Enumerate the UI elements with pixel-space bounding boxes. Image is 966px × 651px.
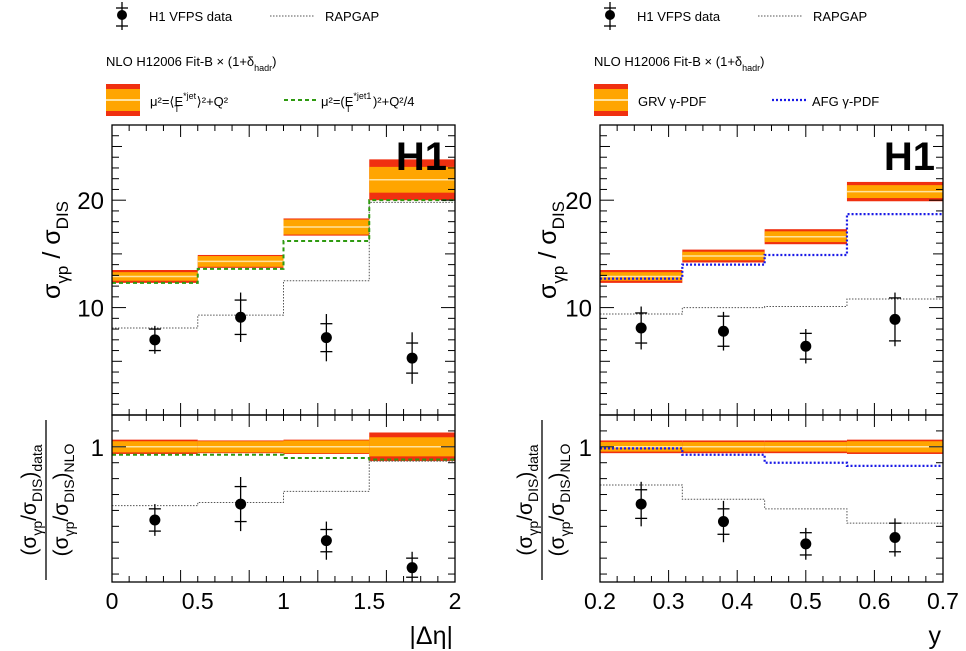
legend-nlo-title: NLO H12006 Fit-B × (1+δhadr) xyxy=(106,54,277,73)
legend: H1 VFPS data RAPGAP NLO H12006 Fit-B × (1+… xyxy=(594,2,879,116)
legend: H1 VFPS data RAPGAP NLO H12006 Fit-B × (1+… xyxy=(106,2,414,116)
alt-scale-line xyxy=(112,199,455,284)
x-tick-label: 0.2 xyxy=(584,588,616,614)
rapgap-line xyxy=(600,484,943,524)
chart-panel-left: H1 VFPS data RAPGAP NLO H12006 Fit-B × (1+… xyxy=(18,2,461,650)
ratio-numerator: (σγp/σDIS)data xyxy=(18,444,45,555)
x-tick-label: 0.6 xyxy=(858,588,890,614)
ratio-plot: 1 xyxy=(579,414,944,583)
ratio-y-axis-label: (σγp/σDIS)data(σγp/σDIS)NLO xyxy=(514,420,573,580)
x-tick-label: 0.5 xyxy=(790,588,822,614)
data-point xyxy=(149,514,161,526)
y-tick-label: 1 xyxy=(579,435,592,462)
y-tick-label: 20 xyxy=(565,188,592,215)
legend-data-marker xyxy=(117,10,127,20)
afg-line xyxy=(600,213,943,280)
plot-area xyxy=(112,432,455,582)
data-point xyxy=(320,535,332,547)
plot-area xyxy=(112,159,455,384)
ratio-numerator: (σγp/σDIS)data xyxy=(514,444,541,555)
data-point xyxy=(889,531,901,543)
plot-area xyxy=(600,181,943,364)
chart-panel-right: H1 VFPS data RAPGAP NLO H12006 Fit-B × (1+… xyxy=(514,2,959,650)
ratio-plot: 1 xyxy=(91,414,456,583)
data-point xyxy=(235,311,247,323)
x-tick-label: 0.5 xyxy=(182,588,214,614)
x-tick-label: 0.7 xyxy=(927,588,959,614)
legend-data-marker xyxy=(605,10,615,20)
x-tick-label: 2 xyxy=(449,588,462,614)
y-tick-label: 20 xyxy=(77,188,104,215)
legend-band-label: GRV γ-PDF xyxy=(638,94,706,109)
x-tick-label: 0 xyxy=(106,588,119,614)
legend-band-label: μ²=⟨E*jet T ⟩²+Q² xyxy=(150,91,229,114)
data-point xyxy=(800,538,812,550)
h1-logo: H1 xyxy=(884,135,935,179)
rapgap-line xyxy=(600,298,943,315)
afg-line xyxy=(600,447,943,467)
legend-data-label: H1 VFPS data xyxy=(149,9,233,24)
data-point xyxy=(235,498,247,510)
rapgap-line xyxy=(112,460,455,507)
legend-data-label: H1 VFPS data xyxy=(637,9,721,24)
x-tick-label: 0.4 xyxy=(721,588,753,614)
y-axis-label: σγp / σDIS xyxy=(38,201,72,299)
data-point xyxy=(149,334,161,346)
x-tick-label: 1 xyxy=(277,588,290,614)
legend-rapgap-label: RAPGAP xyxy=(325,9,379,24)
y-tick-label: 10 xyxy=(77,296,104,323)
data-point xyxy=(406,352,418,364)
data-point xyxy=(320,332,332,344)
top-plot: 10 20 xyxy=(77,124,456,416)
data-point xyxy=(717,516,729,528)
data-point xyxy=(800,340,812,352)
x-axis-label: |Δη| xyxy=(409,622,453,650)
data-point xyxy=(889,313,901,325)
h1-logo: H1 xyxy=(396,135,447,179)
plot-area xyxy=(600,439,943,560)
x-tick-label: 1.5 xyxy=(353,588,385,614)
legend-alt-label: μ²=(E*jet1 T)²+Q²/4 xyxy=(321,91,414,114)
x-tick-label: 0.3 xyxy=(653,588,685,614)
ratio-denominator: (σγp/σDIS)NLO xyxy=(546,444,573,557)
y-tick-label: 1 xyxy=(91,435,104,462)
ratio-y-axis-label: (σγp/σDIS)data(σγp/σDIS)NLO xyxy=(18,420,77,580)
alt-scale-line xyxy=(112,453,455,461)
legend-nlo-title: NLO H12006 Fit-B × (1+δhadr) xyxy=(594,54,765,73)
legend-rapgap-label: RAPGAP xyxy=(813,9,867,24)
data-point xyxy=(635,498,647,510)
ratio-denominator: (σγp/σDIS)NLO xyxy=(50,444,77,557)
y-tick-label: 10 xyxy=(565,296,592,323)
legend-alt-label: AFG γ-PDF xyxy=(812,94,879,109)
data-point xyxy=(406,562,418,574)
x-axis-label: y xyxy=(929,622,942,650)
top-plot: 10 20 xyxy=(565,124,944,416)
data-point xyxy=(717,325,729,337)
data-point xyxy=(635,322,647,334)
y-axis-label: σγp / σDIS xyxy=(534,201,568,299)
